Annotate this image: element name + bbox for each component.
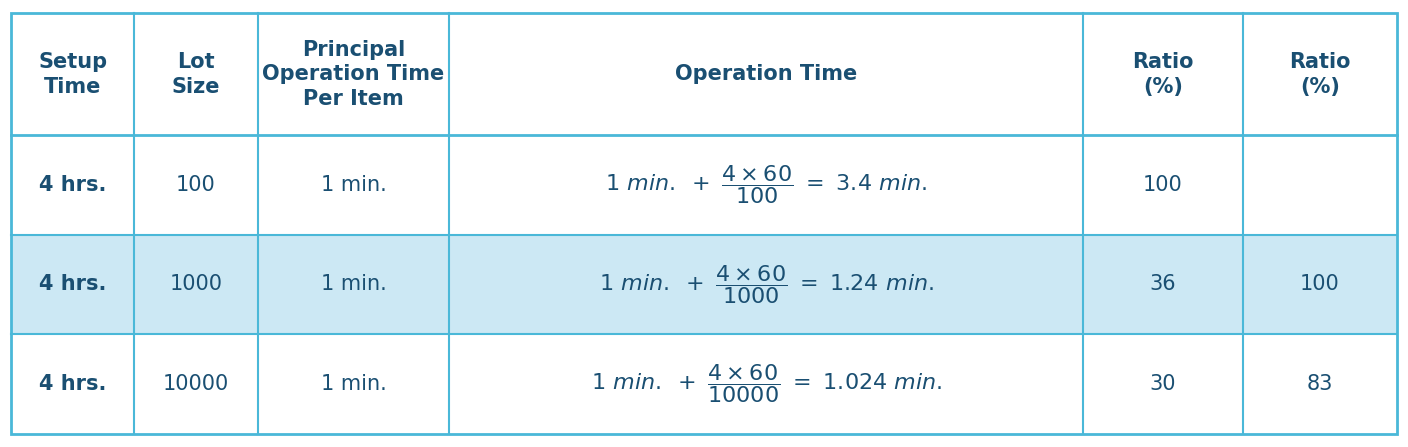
Text: 4 hrs.: 4 hrs.	[39, 175, 107, 195]
Text: 1 min.: 1 min.	[321, 274, 386, 295]
Bar	[11, 235, 1397, 334]
Text: 1000: 1000	[169, 274, 222, 295]
Text: $1\ \mathit{min.}\ +\ \dfrac{4 \times 60}{1000}\ =\ 1.24\ \mathit{min.}$: $1\ \mathit{min.}\ +\ \dfrac{4 \times 60…	[598, 263, 934, 306]
Text: 100: 100	[176, 175, 215, 195]
Bar	[11, 135, 1397, 235]
Text: $1\ \mathit{min.}\ +\ \dfrac{4 \times 60}{100}\ =\ 3.4\ \mathit{min.}$: $1\ \mathit{min.}\ +\ \dfrac{4 \times 60…	[605, 164, 928, 207]
Text: 4 hrs.: 4 hrs.	[39, 374, 107, 394]
Text: 4 hrs.: 4 hrs.	[39, 274, 107, 295]
Text: 30: 30	[1150, 374, 1176, 394]
Bar	[11, 13, 1397, 135]
Text: $1\ \mathit{min.}\ +\ \dfrac{4 \times 60}{10000}\ =\ 1.024\ \mathit{min.}$: $1\ \mathit{min.}\ +\ \dfrac{4 \times 60…	[590, 363, 942, 405]
Text: Ratio
(%): Ratio (%)	[1132, 52, 1194, 97]
Text: Ratio
(%): Ratio (%)	[1288, 52, 1350, 97]
Text: Operation Time: Operation Time	[676, 64, 857, 84]
Text: 1 min.: 1 min.	[321, 374, 386, 394]
Text: 100: 100	[1143, 175, 1183, 195]
Text: 83: 83	[1307, 374, 1333, 394]
Text: 1 min.: 1 min.	[321, 175, 386, 195]
Text: Setup
Time: Setup Time	[38, 52, 107, 97]
Text: 36: 36	[1150, 274, 1176, 295]
Text: Lot
Size: Lot Size	[172, 52, 220, 97]
Text: 10000: 10000	[163, 374, 230, 394]
Text: 100: 100	[1300, 274, 1339, 295]
Text: Principal
Operation Time
Per Item: Principal Operation Time Per Item	[262, 39, 445, 109]
Bar	[11, 334, 1397, 434]
